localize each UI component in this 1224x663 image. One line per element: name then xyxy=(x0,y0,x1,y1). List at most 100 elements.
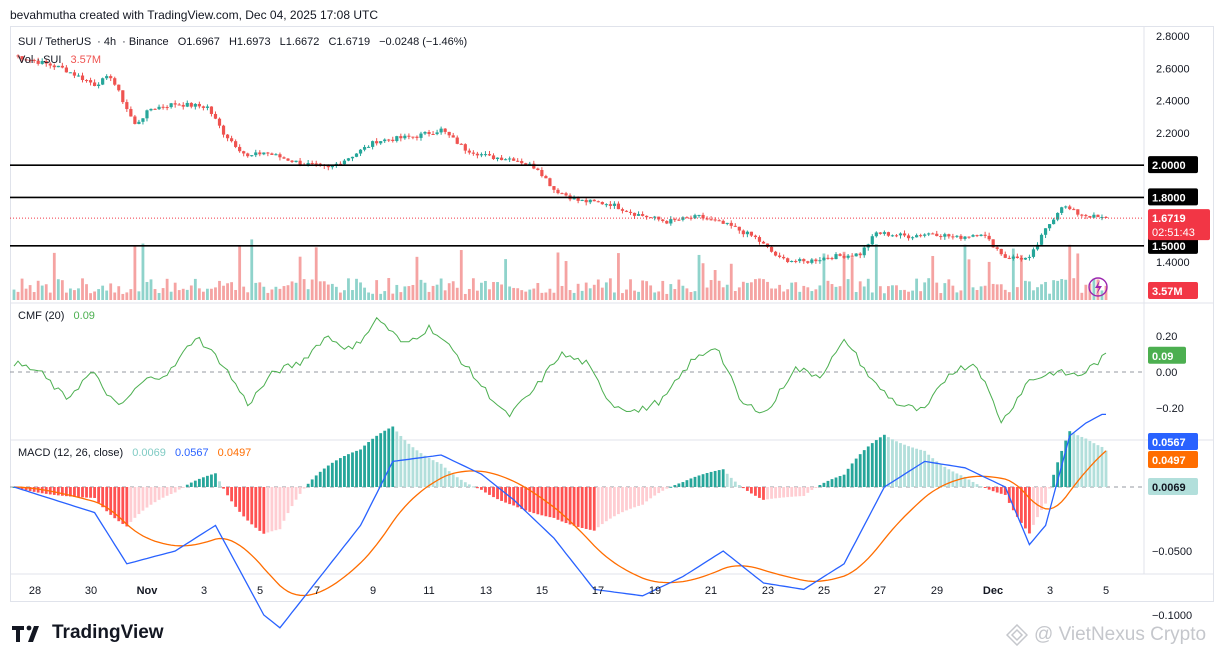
volume-bar xyxy=(673,289,677,300)
candle-body xyxy=(999,248,1003,255)
volume-bar xyxy=(939,293,943,300)
candle-body xyxy=(294,160,298,162)
candle-body xyxy=(532,163,536,169)
volume-bar xyxy=(995,284,999,300)
level-label-bg xyxy=(1148,188,1198,206)
macd-histogram-bar xyxy=(1032,487,1035,525)
macd-histogram-bar xyxy=(911,447,914,487)
time-axis-label: 3 xyxy=(1047,585,1053,597)
volume-bar xyxy=(48,292,52,300)
candle-body xyxy=(278,154,282,158)
macd-signal-value: 0.0497 xyxy=(217,447,252,459)
candle-body xyxy=(910,237,915,239)
volume-bar xyxy=(1056,280,1060,300)
volume-bar xyxy=(93,291,96,300)
volume-bar xyxy=(222,285,225,300)
candle-body xyxy=(705,218,709,220)
volume-bar xyxy=(758,278,761,300)
macd-histogram-bar xyxy=(149,487,153,505)
candle-body xyxy=(608,204,612,206)
volume-bar xyxy=(69,288,72,300)
volume-bar xyxy=(117,286,121,300)
macd-histogram-bar xyxy=(185,484,189,487)
volume-bar xyxy=(512,287,516,300)
volume-bar xyxy=(234,289,238,300)
candle-body xyxy=(798,259,802,262)
volume-bar xyxy=(963,244,967,300)
candle-body xyxy=(129,109,133,117)
macd-histogram-bar xyxy=(758,487,761,498)
level-label-bg xyxy=(1148,156,1198,174)
macd-histogram-bar xyxy=(1076,435,1080,487)
volume-bar xyxy=(705,287,709,300)
volume-bar xyxy=(475,290,479,300)
symbol-legend[interactable]: SUI / TetherUS · 4h · Binance O1.6967 H1.6… xyxy=(18,36,468,48)
candle-body xyxy=(1047,224,1052,229)
macd-histogram-bar xyxy=(343,456,346,487)
time-axis-label: Nov xyxy=(137,585,159,597)
volume-bar xyxy=(830,284,834,300)
volume-bar xyxy=(641,280,645,300)
volume-bar xyxy=(544,292,548,300)
macd-histogram-bar xyxy=(532,487,536,514)
macd-histogram-bar xyxy=(661,487,665,491)
volume-bar xyxy=(754,279,757,300)
volume-bar xyxy=(975,290,979,300)
cmf-legend[interactable]: CMF (20) 0.09 xyxy=(18,310,101,322)
volume-bar xyxy=(850,257,854,300)
candle-body xyxy=(181,104,185,107)
macd-line-badge-bg xyxy=(1148,433,1198,450)
volume-bar xyxy=(854,292,858,300)
bar-countdown-label: 02:51:43 xyxy=(1152,227,1195,239)
cmf-line xyxy=(13,316,1107,424)
chart-frame[interactable] xyxy=(10,26,1214,602)
candle-body xyxy=(508,158,512,160)
macd-histogram-bar xyxy=(117,487,121,522)
candle-body xyxy=(286,158,290,161)
macd-legend[interactable]: MACD (12, 26, close) 0.0069 0.0567 0.049… xyxy=(18,447,257,459)
volume-bar xyxy=(1052,280,1056,300)
candle-body xyxy=(854,253,858,257)
macd-histogram-bar xyxy=(1092,443,1096,487)
macd-histogram-bar xyxy=(947,469,951,487)
macd-histogram-bar xyxy=(520,487,524,509)
macd-histogram-bar xyxy=(459,479,463,487)
macd-histogram-bar xyxy=(621,487,624,513)
tradingview-logo[interactable]: TradingView xyxy=(12,622,164,644)
macd-histogram-bar xyxy=(617,487,620,515)
candle-body xyxy=(84,80,89,82)
candle-body xyxy=(350,156,355,159)
macd-histogram-bar xyxy=(729,477,733,487)
volume-bar xyxy=(701,263,705,300)
macd-histogram-bar xyxy=(1052,474,1056,487)
candle-body xyxy=(72,72,77,76)
macd-histogram-bar xyxy=(512,487,516,506)
macd-histogram-bar xyxy=(649,487,653,499)
volume-bar xyxy=(109,283,113,300)
time-axis-label: 5 xyxy=(1103,585,1109,597)
candle-body xyxy=(479,154,484,156)
volume-bar xyxy=(536,283,540,300)
macd-signal-badge: 0.0497 xyxy=(1152,455,1186,467)
candle-body xyxy=(306,163,310,165)
volume-legend[interactable]: Vol · SUI 3.57M xyxy=(18,54,107,66)
macd-histogram-bar xyxy=(721,469,725,487)
macd-histogram-bar xyxy=(568,487,572,525)
volume-bar xyxy=(173,282,177,300)
candle-body xyxy=(733,225,737,227)
candle-body xyxy=(520,160,524,164)
volume-bar xyxy=(899,290,902,300)
volume-bar xyxy=(729,263,733,300)
macd-histogram-bar xyxy=(60,487,64,496)
candle-body xyxy=(810,259,814,263)
macd-histogram-bar xyxy=(862,450,866,487)
macd-histogram-bar xyxy=(741,487,745,489)
macd-histogram-bar xyxy=(834,477,838,487)
volume-bar xyxy=(1096,279,1100,300)
volume-bar xyxy=(238,246,242,300)
macd-histogram-bar xyxy=(858,454,862,487)
candle-body xyxy=(1096,214,1100,218)
level-label: 2.0000 xyxy=(1152,160,1186,172)
candle-body xyxy=(842,255,846,258)
